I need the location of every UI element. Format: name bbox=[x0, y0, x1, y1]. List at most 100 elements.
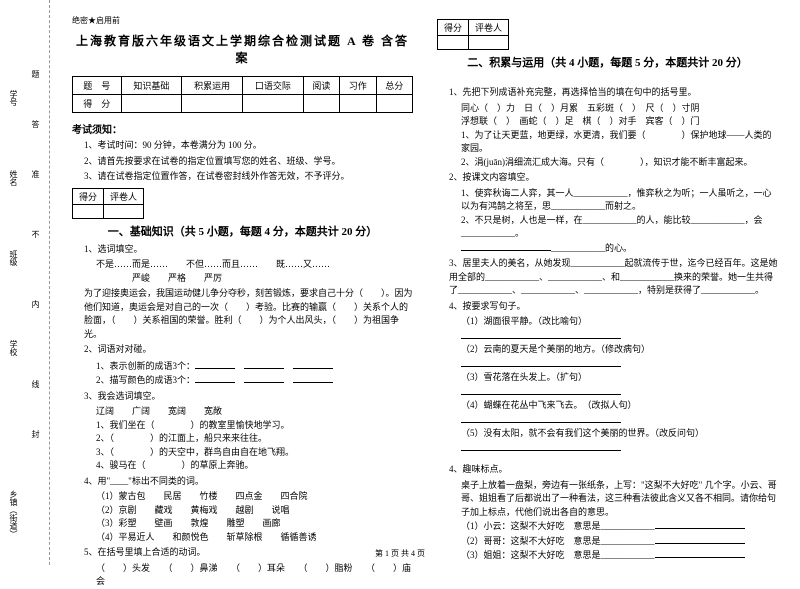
binding-cut: 封 bbox=[30, 430, 41, 438]
q-text: 3、（ ）的天空中，群鸟自由自在地飞翔。 bbox=[96, 446, 413, 460]
q-text: 1、选词填空。 bbox=[84, 243, 413, 257]
binding-cut: 准 bbox=[30, 170, 41, 178]
table-cell bbox=[303, 95, 339, 113]
q-label: （2）哥哥：这梨不大好吃 意思是____________ bbox=[461, 536, 655, 546]
binding-cut: 线 bbox=[30, 380, 41, 388]
q-text: 桌子上放着一盘梨，旁边有一张纸条，上写："这梨不大好吃" 几个字。小云、哥哥、姐… bbox=[461, 479, 778, 520]
table-cell bbox=[73, 204, 104, 218]
q-text: （5）没有太阳，就不会有我们这个美丽的世界。（改反问句） bbox=[461, 427, 778, 441]
blank-line bbox=[461, 441, 778, 456]
q-text: （2）哥哥：这梨不大好吃 意思是____________ bbox=[461, 534, 778, 549]
table-cell: 评卷人 bbox=[104, 188, 144, 204]
q-text: （1）蒙古包 民居 竹楼 四点金 四合院 bbox=[96, 490, 413, 504]
table-cell bbox=[469, 36, 509, 50]
blank bbox=[293, 359, 333, 369]
secret-label: 绝密★启用前 bbox=[72, 15, 413, 26]
score-table: 题 号 知识基础 积累运用 口语交际 阅读 习作 总分 得 分 bbox=[72, 76, 413, 113]
section2-title: 二、积累与运用（共 4 小题，每题 5 分，本题共计 20 分） bbox=[437, 54, 778, 70]
notice-heading: 考试须知： bbox=[72, 121, 413, 136]
page-footer: 第 1 页 共 4 页 bbox=[0, 548, 800, 559]
blank bbox=[461, 329, 621, 339]
q-text: 1、使弈秋诲二人弈，其一人____________，惟弈秋之为听；一人虽听之，一… bbox=[461, 187, 778, 214]
q-text: 1、先把下列成语补充完整，再选择恰当的填在句中的括号里。 bbox=[449, 86, 778, 100]
right-column: 得分评卷人 二、积累与运用（共 4 小题，每题 5 分，本题共计 20 分） 1… bbox=[425, 15, 790, 565]
q-text: 不是……而是…… 不但……而且…… 既……又…… bbox=[96, 258, 413, 272]
binding-label: 乡镇（街道） bbox=[8, 490, 19, 538]
q-text: 浮想联（ ） 画蛇（ ）足 棋（ ）对手 宾客（ ）门 bbox=[461, 115, 778, 129]
blank bbox=[293, 373, 333, 383]
q-text: （1）小云：这梨不大好吃 意思是____________ bbox=[461, 519, 778, 534]
q-text: 2、描写颜色的成语3个： bbox=[96, 373, 413, 388]
q-text: （ ）头发 （ ）鼻涕 （ ）耳朵 （ ）脂粉 （ ）庙会 bbox=[96, 562, 413, 589]
table-cell: 题 号 bbox=[73, 77, 122, 95]
table-cell: 总分 bbox=[376, 77, 412, 95]
q-text: 2、涓(juān)涓细流汇成大海。只有（ ），知识才能不断丰富起来。 bbox=[461, 156, 778, 170]
blank bbox=[461, 385, 621, 395]
blank bbox=[461, 413, 621, 423]
q-text: 2、（ ）的江面上，船只来来往往。 bbox=[96, 432, 413, 446]
table-cell bbox=[376, 95, 412, 113]
table-cell: 得分 bbox=[73, 188, 104, 204]
q-text: 1、表示创新的成语3个： bbox=[96, 359, 413, 374]
blank-line bbox=[461, 413, 778, 428]
q-text: 1、我们坐在（ ）的教室里愉快地学习。 bbox=[96, 419, 413, 433]
blank bbox=[244, 373, 284, 383]
q-text: 4、按要求写句子。 bbox=[449, 300, 778, 314]
table-cell bbox=[182, 95, 243, 113]
table-cell bbox=[242, 95, 303, 113]
blank bbox=[195, 359, 235, 369]
table-cell: 口语交际 bbox=[242, 77, 303, 95]
binding-cut: 答 bbox=[30, 120, 41, 128]
q-label: 2、描写颜色的成语3个： bbox=[96, 375, 195, 385]
table-cell bbox=[121, 95, 182, 113]
q-text: 3、我会选词填空。 bbox=[84, 390, 413, 404]
binding-label: 学号 bbox=[8, 90, 19, 106]
binding-cut: 不 bbox=[30, 230, 41, 238]
table-cell: 得 分 bbox=[73, 95, 122, 113]
blank bbox=[195, 373, 235, 383]
table-row: 题 号 知识基础 积累运用 口语交际 阅读 习作 总分 bbox=[73, 77, 413, 95]
blank-line bbox=[461, 357, 778, 372]
q-text: （4）蝴蝶在花丛中飞来飞去。 （改拟人句） bbox=[461, 399, 778, 413]
q-text: 1、为了让天更蓝，地更绿，水更清，我们要（ ）保护地球——人类的家园。 bbox=[461, 129, 778, 156]
mini-score-table: 得分评卷人 bbox=[437, 19, 509, 50]
q-text: 同心（ ）力 日（ ）月累 五彩斑（ ） 尺（ ）寸阴 bbox=[461, 102, 778, 116]
table-cell bbox=[104, 204, 144, 218]
binding-cut: 内 bbox=[30, 300, 41, 308]
notice-item: 2、请首先按要求在试卷的指定位置填写您的姓名、班级、学号。 bbox=[84, 155, 413, 169]
q-text: 严峻 严格 严厉 bbox=[96, 272, 413, 286]
q-label: 1、表示创新的成语3个： bbox=[96, 361, 195, 371]
blank bbox=[461, 241, 551, 251]
q-text: 4、骏马在（ ）的草原上奔驰。 bbox=[96, 459, 413, 473]
blank bbox=[461, 441, 621, 451]
table-cell bbox=[438, 36, 469, 50]
table-cell bbox=[340, 95, 376, 113]
binding-label: 班级 bbox=[8, 250, 19, 266]
blank bbox=[655, 534, 745, 544]
spacer bbox=[437, 74, 778, 84]
binding-label: 姓名 bbox=[8, 170, 19, 186]
q-text: 辽阔 广阔 宽阔 宽敞 bbox=[96, 405, 413, 419]
table-cell: 阅读 bbox=[303, 77, 339, 95]
q-text: 3、居里夫人的美名，从她发现____________起就流传于世，迄今已经百年。… bbox=[449, 257, 778, 298]
q-text: （3）彩塑 壁画 敦煌 雕塑 画廊 bbox=[96, 517, 413, 531]
q-label: 3、居里夫人的美名，从她发现____________起就流传于世，迄今已经百年。… bbox=[449, 258, 778, 295]
q-label: ____________的心。 bbox=[551, 243, 632, 253]
blank-line bbox=[461, 385, 778, 400]
q-text: 2、按课文内容填空。 bbox=[449, 171, 778, 185]
blank bbox=[655, 519, 745, 529]
q-label: 1、使弈秋诲二人弈，其一人____________，惟弈秋之为听；一人虽听之，一… bbox=[461, 188, 772, 212]
mini-score-table: 得分评卷人 bbox=[72, 188, 144, 219]
q-label: （1）小云：这梨不大好吃 意思是____________ bbox=[461, 521, 655, 531]
left-column: 绝密★启用前 上海教育版六年级语文上学期综合检测试题 A 卷 含答案 题 号 知… bbox=[60, 15, 425, 565]
page-container: 乡镇（街道） 学校 班级 姓名 学号 封 线 内 不 准 答 题 绝密★启用前 … bbox=[0, 0, 800, 565]
binding-column: 乡镇（街道） 学校 班级 姓名 学号 封 线 内 不 准 答 题 bbox=[0, 0, 50, 565]
q-text: 2、词语对对碰。 bbox=[84, 343, 413, 357]
content-columns: 绝密★启用前 上海教育版六年级语文上学期综合检测试题 A 卷 含答案 题 号 知… bbox=[50, 0, 800, 565]
blank-line bbox=[461, 329, 778, 344]
q-text: （4）平易近人 和颜悦色 斩草除根 循循善诱 bbox=[96, 531, 413, 545]
q-text: ____________的心。 bbox=[461, 241, 778, 256]
blank bbox=[461, 357, 621, 367]
table-cell: 习作 bbox=[340, 77, 376, 95]
q-text: 4、用"____"标出不同类的词。 bbox=[84, 475, 413, 489]
